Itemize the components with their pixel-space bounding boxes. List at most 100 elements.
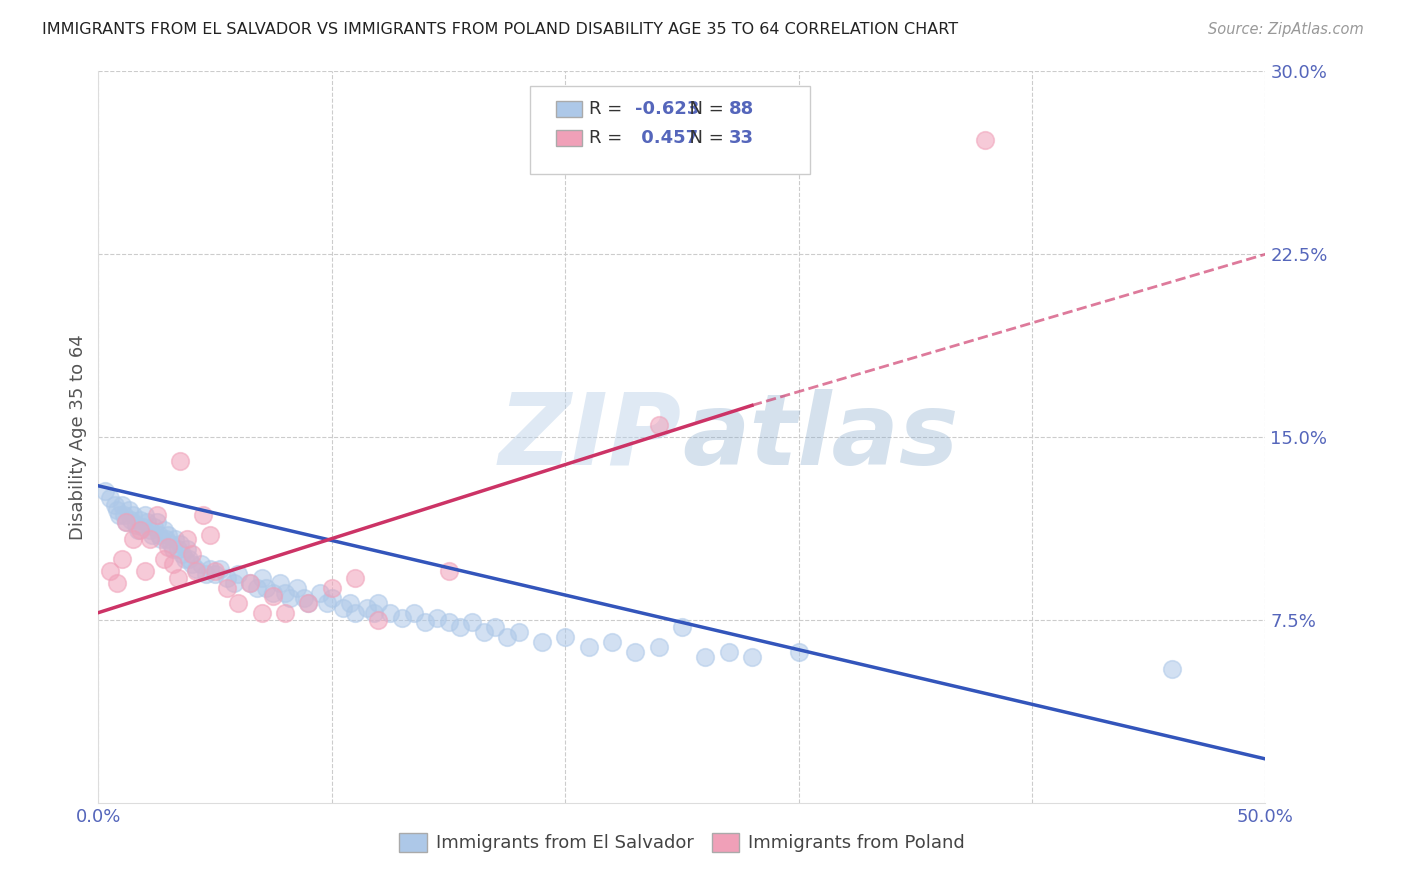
Point xyxy=(193,508,215,522)
Point xyxy=(122,508,145,522)
Point xyxy=(402,606,425,620)
Point xyxy=(115,516,138,530)
Point xyxy=(208,562,231,576)
Point xyxy=(150,533,173,547)
Point xyxy=(146,508,169,522)
Point xyxy=(262,589,284,603)
Point xyxy=(239,576,262,591)
Point xyxy=(367,613,389,627)
Point xyxy=(624,645,647,659)
Point xyxy=(449,620,471,634)
Point xyxy=(115,516,138,530)
Point xyxy=(134,508,156,522)
Point xyxy=(344,572,367,586)
Point xyxy=(278,591,301,605)
Point xyxy=(122,533,145,547)
Point xyxy=(105,576,128,591)
Point xyxy=(356,600,378,615)
Point xyxy=(228,596,250,610)
Point xyxy=(125,517,148,532)
Point xyxy=(344,606,367,620)
Point xyxy=(200,527,222,541)
Point xyxy=(139,533,162,547)
Point xyxy=(496,630,519,644)
Point xyxy=(321,591,343,605)
Point xyxy=(112,508,135,522)
Point xyxy=(285,581,308,595)
Point xyxy=(741,649,763,664)
Point xyxy=(215,572,238,586)
Point xyxy=(250,572,273,586)
Point xyxy=(98,491,121,505)
Point xyxy=(172,547,194,561)
Point xyxy=(120,513,142,527)
Point xyxy=(363,606,385,620)
Point xyxy=(127,523,149,537)
Point xyxy=(274,586,297,600)
Point xyxy=(143,520,166,534)
Point xyxy=(141,527,163,541)
Point xyxy=(332,600,354,615)
Point xyxy=(94,483,117,498)
FancyBboxPatch shape xyxy=(555,130,582,146)
Point xyxy=(228,566,250,581)
Text: ZIP: ZIP xyxy=(499,389,682,485)
Point xyxy=(250,606,273,620)
Y-axis label: Disability Age 35 to 64: Disability Age 35 to 64 xyxy=(69,334,87,540)
Point xyxy=(104,499,127,513)
Point xyxy=(391,610,413,624)
Point xyxy=(426,610,449,624)
Text: IMMIGRANTS FROM EL SALVADOR VS IMMIGRANTS FROM POLAND DISABILITY AGE 35 TO 64 CO: IMMIGRANTS FROM EL SALVADOR VS IMMIGRANT… xyxy=(42,22,959,37)
Point xyxy=(136,516,159,530)
Point xyxy=(190,557,212,571)
Point xyxy=(321,581,343,595)
Point xyxy=(194,566,217,581)
Point xyxy=(297,596,319,610)
Point xyxy=(162,542,184,557)
Point xyxy=(292,591,315,605)
Text: 33: 33 xyxy=(728,129,754,147)
Point xyxy=(157,540,180,554)
Point xyxy=(530,635,553,649)
Point xyxy=(274,606,297,620)
Point xyxy=(717,645,740,659)
Text: 0.457: 0.457 xyxy=(636,129,699,147)
Point xyxy=(695,649,717,664)
Point xyxy=(132,520,155,534)
Point xyxy=(129,523,152,537)
Point xyxy=(262,586,284,600)
Point xyxy=(380,606,402,620)
Point xyxy=(134,564,156,578)
Point xyxy=(484,620,506,634)
Text: atlas: atlas xyxy=(682,389,959,485)
Point xyxy=(437,564,460,578)
Legend: Immigrants from El Salvador, Immigrants from Poland: Immigrants from El Salvador, Immigrants … xyxy=(392,826,972,860)
Point xyxy=(118,503,141,517)
Point xyxy=(413,615,436,630)
Point xyxy=(1161,662,1184,676)
Point xyxy=(176,533,198,547)
Point xyxy=(367,596,389,610)
Point xyxy=(461,615,484,630)
Point xyxy=(186,562,208,576)
Point xyxy=(472,625,495,640)
Point xyxy=(155,533,177,547)
Text: Source: ZipAtlas.com: Source: ZipAtlas.com xyxy=(1208,22,1364,37)
Point xyxy=(186,564,208,578)
Point xyxy=(671,620,693,634)
Point xyxy=(146,516,169,530)
Point xyxy=(152,552,174,566)
Point xyxy=(176,542,198,557)
Point xyxy=(169,454,191,468)
Point xyxy=(647,640,669,654)
Point xyxy=(246,581,269,595)
Point xyxy=(309,586,332,600)
Point xyxy=(269,576,291,591)
Point xyxy=(787,645,810,659)
Point xyxy=(204,566,226,581)
Point xyxy=(204,564,226,578)
Point xyxy=(169,537,191,551)
Point xyxy=(111,552,134,566)
Point xyxy=(173,552,195,566)
Point xyxy=(179,552,201,566)
